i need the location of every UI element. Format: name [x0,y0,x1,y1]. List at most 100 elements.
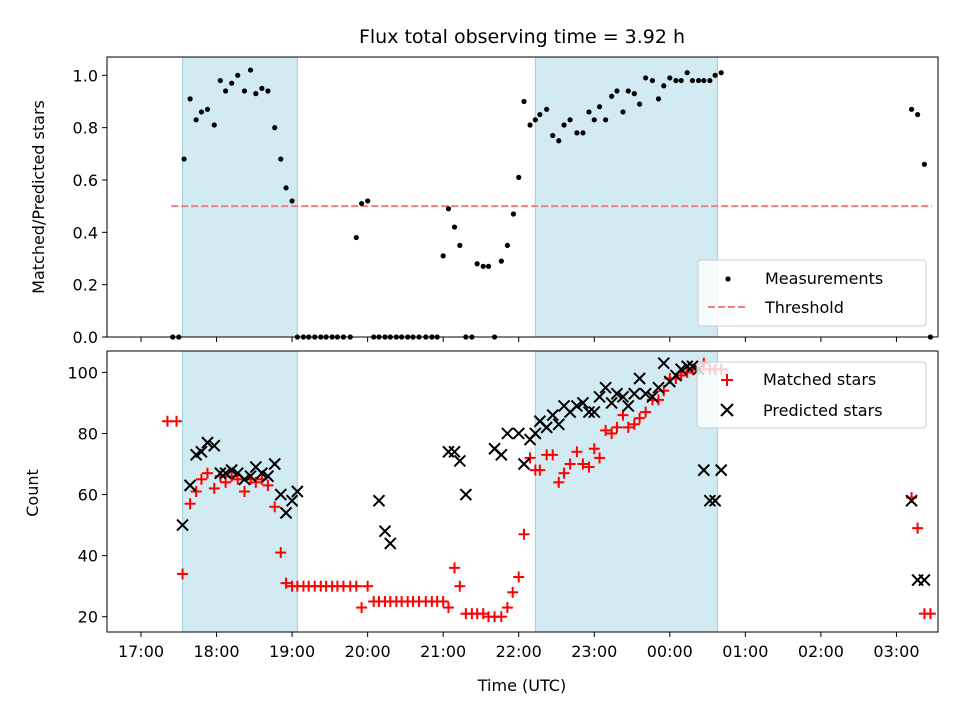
predicted-star-point [703,494,717,507]
measurement-point [272,125,278,131]
x-tick-label: 19:00 [269,642,315,661]
measurement-point [908,106,915,112]
predicted-star-point [501,427,514,440]
matched-star-point [177,568,189,580]
measurement-point [596,104,603,110]
predicted-star-point [208,439,221,452]
predicted-star-point [610,387,624,400]
predicted-star-point [183,479,197,492]
measurement-point [181,156,187,162]
matched-star-point [564,458,576,470]
matched-star-point [275,547,287,559]
predicted-star-point [261,470,275,483]
matched-star-point [571,446,583,458]
predicted-star-point [628,387,641,400]
bottom-shaded-intervals [182,350,718,633]
predicted-star-point [372,494,386,507]
x-tick-label: 22:00 [496,642,542,661]
measurement-point [591,117,597,123]
matched-star-point [558,467,570,479]
predicted-star-point [588,405,601,419]
measurement-point [278,156,284,162]
predicted-star-point [633,372,646,385]
matched-star-point [184,498,196,510]
x-tick-label: 02:00 [798,642,844,661]
matched-star-point [547,449,559,461]
measurement-point [620,109,626,115]
measurement-point [289,198,295,204]
matched-star-point [912,522,924,534]
y-tick-label: 100 [67,363,98,382]
measurement-point [504,242,510,249]
measurement-point [718,70,724,76]
measurement-point [253,91,259,97]
predicted-star-point [616,390,630,404]
shaded-interval [182,56,298,338]
measurement-point [510,211,517,217]
predicted-star-point [291,485,304,498]
measurement-point [655,96,662,102]
predicted-star-point [605,396,618,410]
top-x-ticks [140,337,897,342]
predicted-star-point [593,390,606,404]
legend-measurements-marker [725,276,731,282]
measurement-point [198,109,205,115]
measurement-point [259,85,265,92]
matched-star-point [280,577,292,589]
measurement-point [247,67,254,73]
y-tick-label: 0.0 [73,328,98,347]
predicted-star-point [201,436,214,449]
matched-star-point [628,418,640,430]
legend-predicted-label: Predicted stars [763,401,883,420]
measurement-point [631,91,637,97]
matched-star-point [507,586,519,598]
predicted-star-point [219,466,232,480]
matched-star-point [634,412,646,424]
top-shaded-intervals [182,56,718,338]
shaded-interval [534,350,718,633]
x-tick-label: 01:00 [722,642,768,661]
legend-matched-marker [721,374,733,386]
measurement-point [567,117,573,123]
predicted-star-point [448,445,461,459]
top-axes-frame [106,56,939,338]
matched-star-point [454,580,466,592]
top-panel: Flux total observing time = 3.92 h 0.00.… [29,26,939,347]
bottom-panel: 20 40 60 80 100 17:00 18:00 19:00 20:00 21:00 22:… [23,350,939,695]
matched-star-point [201,467,213,479]
x-axis-label: Time (UTC) [477,676,566,695]
x-tick-label: 21:00 [420,642,466,661]
matched-star-point [583,461,595,473]
measurement-point [915,111,921,118]
predicted-star-point [918,573,931,587]
matched-star-point [449,562,461,574]
measurement-point [265,88,271,94]
predicted-star-point [680,360,694,373]
predicted-star-point [599,381,612,394]
measurement-point [636,101,643,107]
predicted-star-point [905,494,918,507]
predicted-star-point [244,470,257,483]
y-tick-label: 60 [78,486,98,505]
measurement-point [223,88,229,94]
predicted-star-point [552,418,565,431]
measurement-point [527,122,533,128]
predicted-star-point [225,463,238,477]
predicted-star-point [255,466,269,480]
matched-star-point [924,608,936,620]
measurement-point [211,122,217,128]
measurement-point [457,242,463,249]
y-tick-label: 40 [78,547,98,566]
y-tick-label: 80 [78,424,98,443]
x-tick-label: 18:00 [193,642,239,661]
measurement-point [625,88,631,94]
measurement-point [537,111,543,118]
matched-star-point [437,595,449,607]
measurement-point [480,263,486,269]
shaded-interval [534,56,718,338]
matched-star-point [232,473,244,485]
predicted-star-point [622,399,635,413]
predicted-star-point [214,466,227,480]
measurement-point [673,77,679,84]
matched-star-point [675,369,687,381]
